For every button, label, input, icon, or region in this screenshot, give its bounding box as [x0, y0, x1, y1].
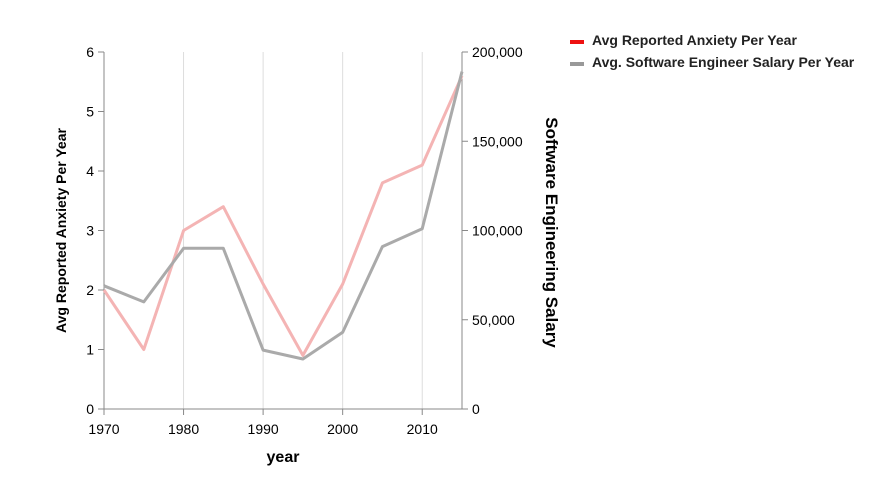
right-y-tick-label-100000: 100,000	[472, 223, 523, 239]
x-tick-label-2000: 2000	[327, 421, 358, 437]
x-tick-label-1980: 1980	[168, 421, 199, 437]
series-line-salary	[103, 71, 464, 361]
axes	[98, 51, 468, 415]
right-y-tick-label-150000: 150,000	[472, 133, 523, 149]
vertical-gridlines	[103, 52, 423, 409]
x-tick-label-2010: 2010	[407, 421, 438, 437]
legend-swatch-salary	[570, 62, 584, 66]
legend-label-anxiety: Avg Reported Anxiety Per Year	[592, 32, 797, 48]
legend-swatch-anxiety	[570, 40, 584, 44]
left-y-tick-label-5: 5	[86, 104, 94, 120]
right-y-tick-label-200000: 200,000	[472, 44, 523, 60]
x-axis-title: year	[267, 449, 300, 466]
right-y-tick-label-50000: 50,000	[472, 312, 515, 328]
tick-labels: 0 1 2 3 4 5 6 0 50,000 100,000 150,000 200,000 1970 1…	[86, 44, 523, 437]
right-y-tick-label-0: 0	[472, 401, 480, 417]
x-tick-label-1970: 1970	[88, 421, 119, 437]
left-y-tick-label-4: 4	[86, 163, 94, 179]
series-line-anxiety	[102, 75, 464, 357]
left-y-tick-label-1: 1	[86, 342, 94, 358]
left-y-tick-label-2: 2	[86, 282, 94, 298]
right-y-axis-title: Software Engineering Salary	[542, 117, 561, 348]
left-y-tick-label-6: 6	[86, 44, 94, 60]
legend-label-salary: Avg. Software Engineer Salary Per Year	[592, 54, 855, 70]
series-lines	[102, 71, 464, 361]
x-tick-label-1990: 1990	[248, 421, 279, 437]
left-y-axis-title: Avg Reported Anxiety Per Year	[53, 128, 69, 333]
left-y-tick-label-0: 0	[86, 401, 94, 417]
left-y-tick-label-3: 3	[86, 223, 94, 239]
legend: Avg Reported Anxiety Per Year Avg. Softw…	[570, 32, 855, 70]
